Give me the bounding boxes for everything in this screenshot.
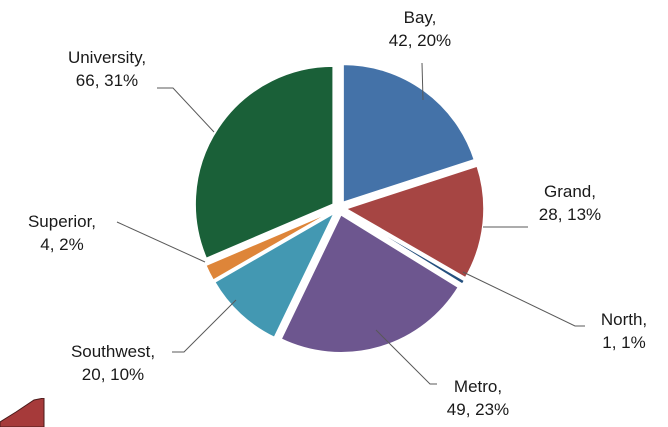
label-university-name: University,: [67, 48, 147, 67]
pie-slice-bay: [342, 63, 476, 204]
label-bay-name: Bay,: [403, 8, 437, 27]
label-north-name: North,: [600, 310, 648, 329]
label-bay-value: 42, 20%: [388, 31, 452, 50]
label-university-value: 66, 31%: [75, 71, 139, 90]
label-superior: Superior, 4, 2%: [4, 210, 120, 256]
pie-slice-north: [344, 210, 466, 286]
label-southwest-value: 20, 10%: [81, 365, 145, 384]
label-superior-name: Superior,: [27, 212, 97, 231]
label-metro: Metro, 49, 23%: [428, 375, 528, 421]
leader-line-metro: [375, 329, 437, 385]
leader-line-north: [462, 271, 585, 327]
leader-line-superior: [116, 221, 206, 263]
label-north-value: 1, 1%: [602, 333, 646, 352]
label-grand: Grand, 28, 13%: [520, 180, 620, 226]
label-southwest-name: Southwest,: [70, 342, 156, 361]
pie-slice-metro: [280, 213, 460, 354]
label-grand-value: 28, 13%: [538, 205, 602, 224]
label-university: University, 66, 31%: [42, 46, 172, 92]
pie-slice-grand: [344, 165, 485, 279]
leader-line-southwest: [172, 299, 237, 353]
pie-slices: [194, 63, 485, 354]
label-metro-name: Metro,: [453, 377, 503, 396]
pie-slice-superior: [204, 210, 334, 282]
label-superior-value: 4, 2%: [40, 235, 84, 254]
label-bay: Bay, 42, 20%: [360, 6, 480, 52]
label-north: North, 1, 1%: [582, 308, 666, 354]
leader-lines: [116, 62, 585, 385]
label-grand-name: Grand,: [544, 182, 596, 201]
label-metro-value: 49, 23%: [446, 400, 510, 419]
corner-arrow-decoration: [0, 398, 45, 427]
leader-line-bay: [421, 62, 424, 101]
pie-slice-southwest: [213, 211, 336, 339]
leader-line-university: [157, 87, 215, 133]
label-southwest: Southwest, 20, 10%: [48, 340, 178, 386]
pie-slice-university: [194, 65, 334, 260]
